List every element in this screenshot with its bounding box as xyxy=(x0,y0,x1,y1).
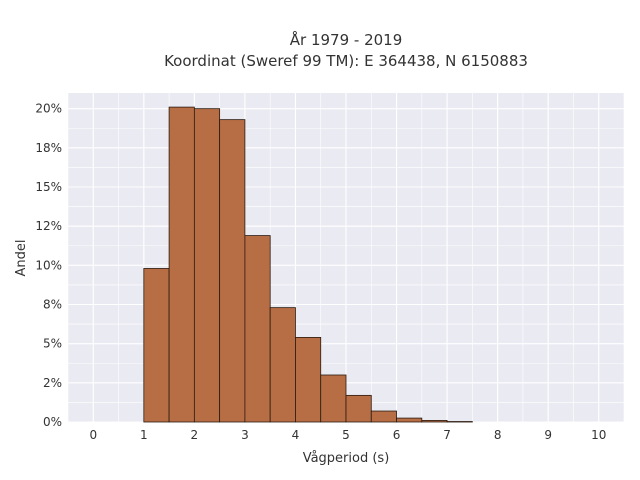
y-tick-label: 0% xyxy=(43,415,62,429)
histogram-bar xyxy=(193,108,221,423)
y-tick-label: 8% xyxy=(43,298,62,312)
x-tick-label: 3 xyxy=(241,428,249,442)
y-axis-label: Andel xyxy=(14,240,29,277)
y-tick-label: 18% xyxy=(35,141,62,155)
histogram-bar xyxy=(320,374,347,423)
x-axis-label: Vågperiod (s) xyxy=(303,451,390,466)
x-tick-label: 6 xyxy=(393,428,401,442)
chart-title-line-2: Koordinat (Sweref 99 TM): E 364438, N 61… xyxy=(164,52,528,70)
x-tick-label: 2 xyxy=(191,428,199,442)
x-tick-label: 1 xyxy=(140,428,148,442)
x-tick-label: 10 xyxy=(591,428,606,442)
histogram-bar xyxy=(446,421,473,423)
histogram-bar xyxy=(244,235,271,423)
x-tick-label: 4 xyxy=(292,428,300,442)
y-tick-label: 20% xyxy=(35,102,62,116)
y-tick-label: 12% xyxy=(35,219,62,233)
histogram-bar xyxy=(269,307,296,423)
histogram-bar xyxy=(219,119,246,423)
histogram-bar xyxy=(396,417,423,423)
histogram-bar xyxy=(295,336,322,423)
y-tick-label: 5% xyxy=(43,337,62,351)
y-tick-label: 10% xyxy=(35,258,62,272)
x-tick-label: 7 xyxy=(443,428,451,442)
y-tick-label: 15% xyxy=(35,180,62,194)
chart-title-line-1: År 1979 - 2019 xyxy=(290,30,403,49)
x-axis-ticks: 0 1 2 3 4 5 6 7 8 9 10 xyxy=(89,428,606,442)
histogram-bar xyxy=(370,410,397,423)
x-tick-label: 0 xyxy=(89,428,97,442)
x-tick-label: 9 xyxy=(544,428,552,442)
histogram-bar xyxy=(345,394,372,423)
x-tick-label: 5 xyxy=(342,428,350,442)
histogram-bar xyxy=(143,268,170,423)
y-tick-label: 2% xyxy=(43,376,62,390)
histogram-bar xyxy=(168,106,195,423)
grid-lines xyxy=(67,93,625,423)
x-tick-label: 8 xyxy=(494,428,502,442)
histogram-bars xyxy=(143,106,473,423)
y-axis-ticks: 0% 2% 5% 8% 10% 12% 15% 18% 20% xyxy=(35,102,62,429)
histogram-bar xyxy=(421,420,448,423)
